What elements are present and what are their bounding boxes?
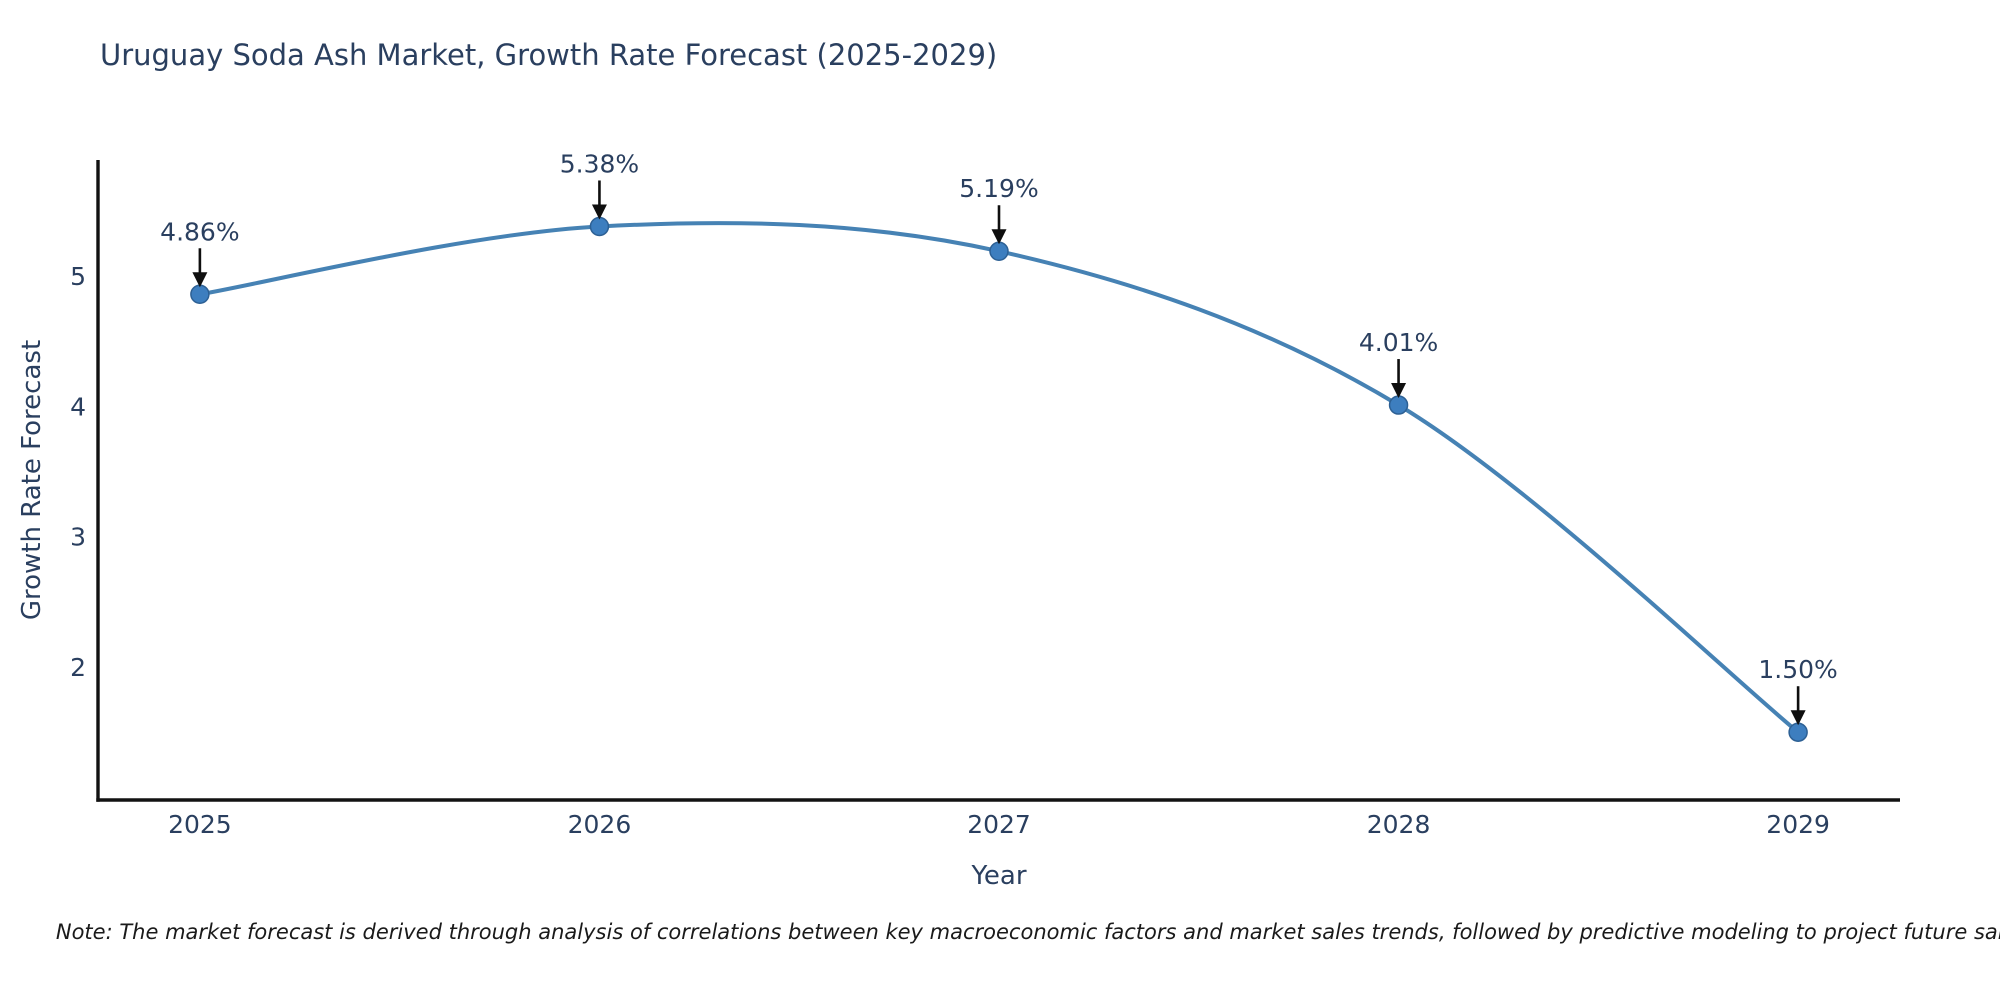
x-tick-label: 2028	[1367, 810, 1431, 839]
x-tick-label: 2025	[168, 810, 232, 839]
forecast-line	[197, 221, 1801, 735]
y-tick-label: 3	[70, 523, 86, 552]
data-point-marker	[989, 241, 1009, 261]
annotation-arrow-head	[1790, 710, 1806, 726]
data-point-marker	[589, 216, 610, 237]
chart-title: Uruguay Soda Ash Market, Growth Rate For…	[100, 38, 998, 72]
annotation-arrow-head	[591, 204, 607, 220]
point-value-label: 1.50%	[1758, 655, 1837, 684]
point-value-label: 4.01%	[1359, 328, 1438, 357]
y-axis-title: Growth Rate Forecast	[17, 339, 47, 621]
y-tick-label: 5	[70, 262, 86, 291]
annotation-arrow-head	[192, 272, 208, 288]
annotation-arrow-head	[991, 229, 1007, 245]
footnote: Note: The market forecast is derived thr…	[55, 920, 2000, 944]
data-point-marker	[190, 284, 210, 305]
x-tick-label: 2027	[967, 810, 1031, 839]
y-tick-label: 2	[70, 653, 86, 682]
point-value-label: 5.19%	[959, 174, 1038, 203]
y-tick-label: 4	[70, 392, 86, 421]
annotation-arrow-head	[1391, 383, 1407, 399]
data-point-marker	[1788, 722, 1808, 742]
x-tick-label: 2026	[568, 810, 632, 839]
data-point-marker	[1388, 395, 1409, 415]
point-value-label: 5.38%	[560, 149, 639, 178]
point-value-label: 4.86%	[160, 217, 239, 246]
x-axis-title: Year	[971, 861, 1027, 891]
x-tick-label: 2029	[1766, 810, 1830, 839]
